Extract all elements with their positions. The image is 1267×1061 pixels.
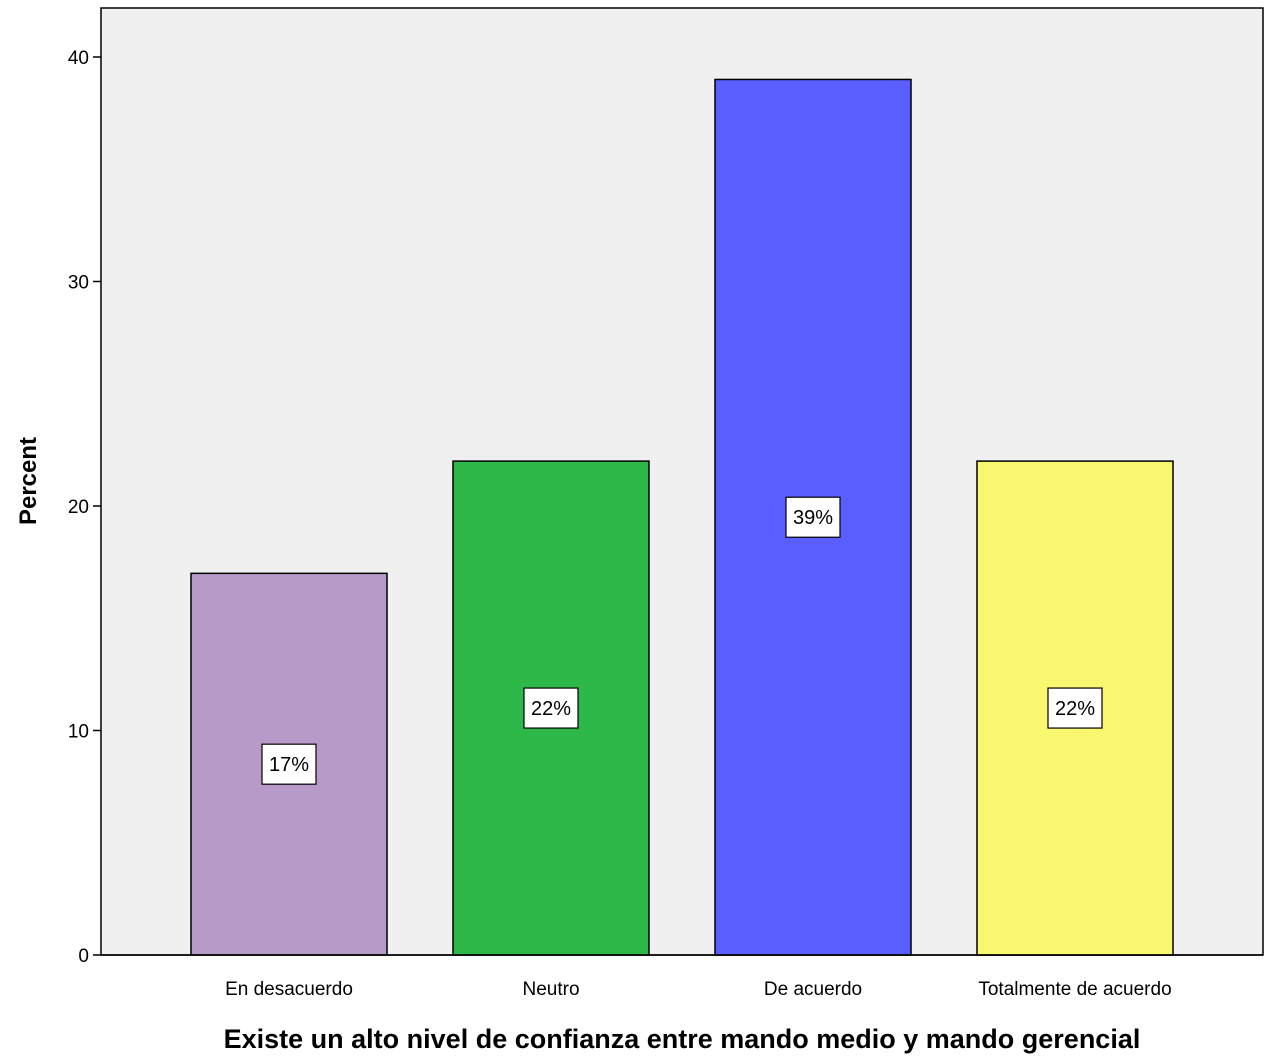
data-label-0: 17% xyxy=(261,743,317,785)
y-tick-label-40: 40 xyxy=(68,48,89,69)
y-axis-title: Percent xyxy=(15,437,42,525)
data-label-text: 39% xyxy=(793,507,833,529)
category-label-3: Totalmente de acuerdo xyxy=(978,979,1171,1000)
y-axis: 0 10 20 30 40 xyxy=(68,48,101,967)
y-tick-label-0: 0 xyxy=(78,946,89,967)
x-axis-title: Existe un alto nivel de confianza entre … xyxy=(224,1024,1141,1054)
data-label-text: 17% xyxy=(269,754,309,776)
data-label-box xyxy=(523,687,579,729)
data-label-box xyxy=(785,496,841,538)
data-label-text: 22% xyxy=(1055,698,1095,720)
data-label-2: 39% xyxy=(785,496,841,538)
data-label-text: 22% xyxy=(531,698,571,720)
data-label-1: 22% xyxy=(523,687,579,729)
data-label-3: 22% xyxy=(1047,687,1103,729)
y-tick-label-20: 20 xyxy=(68,497,89,518)
x-axis: En desacuerdo Neutro De acuerdo Totalmente … xyxy=(101,954,1263,1000)
y-tick-label-10: 10 xyxy=(68,722,89,743)
data-label-box xyxy=(261,743,317,785)
category-label-0: En desacuerdo xyxy=(225,979,353,1000)
category-label-2: De acuerdo xyxy=(764,979,862,1000)
bars: 17% 22% 39% 22% xyxy=(190,78,1174,956)
y-tick-label-30: 30 xyxy=(68,273,89,294)
category-label-1: Neutro xyxy=(522,979,579,1000)
data-label-box xyxy=(1047,687,1103,729)
